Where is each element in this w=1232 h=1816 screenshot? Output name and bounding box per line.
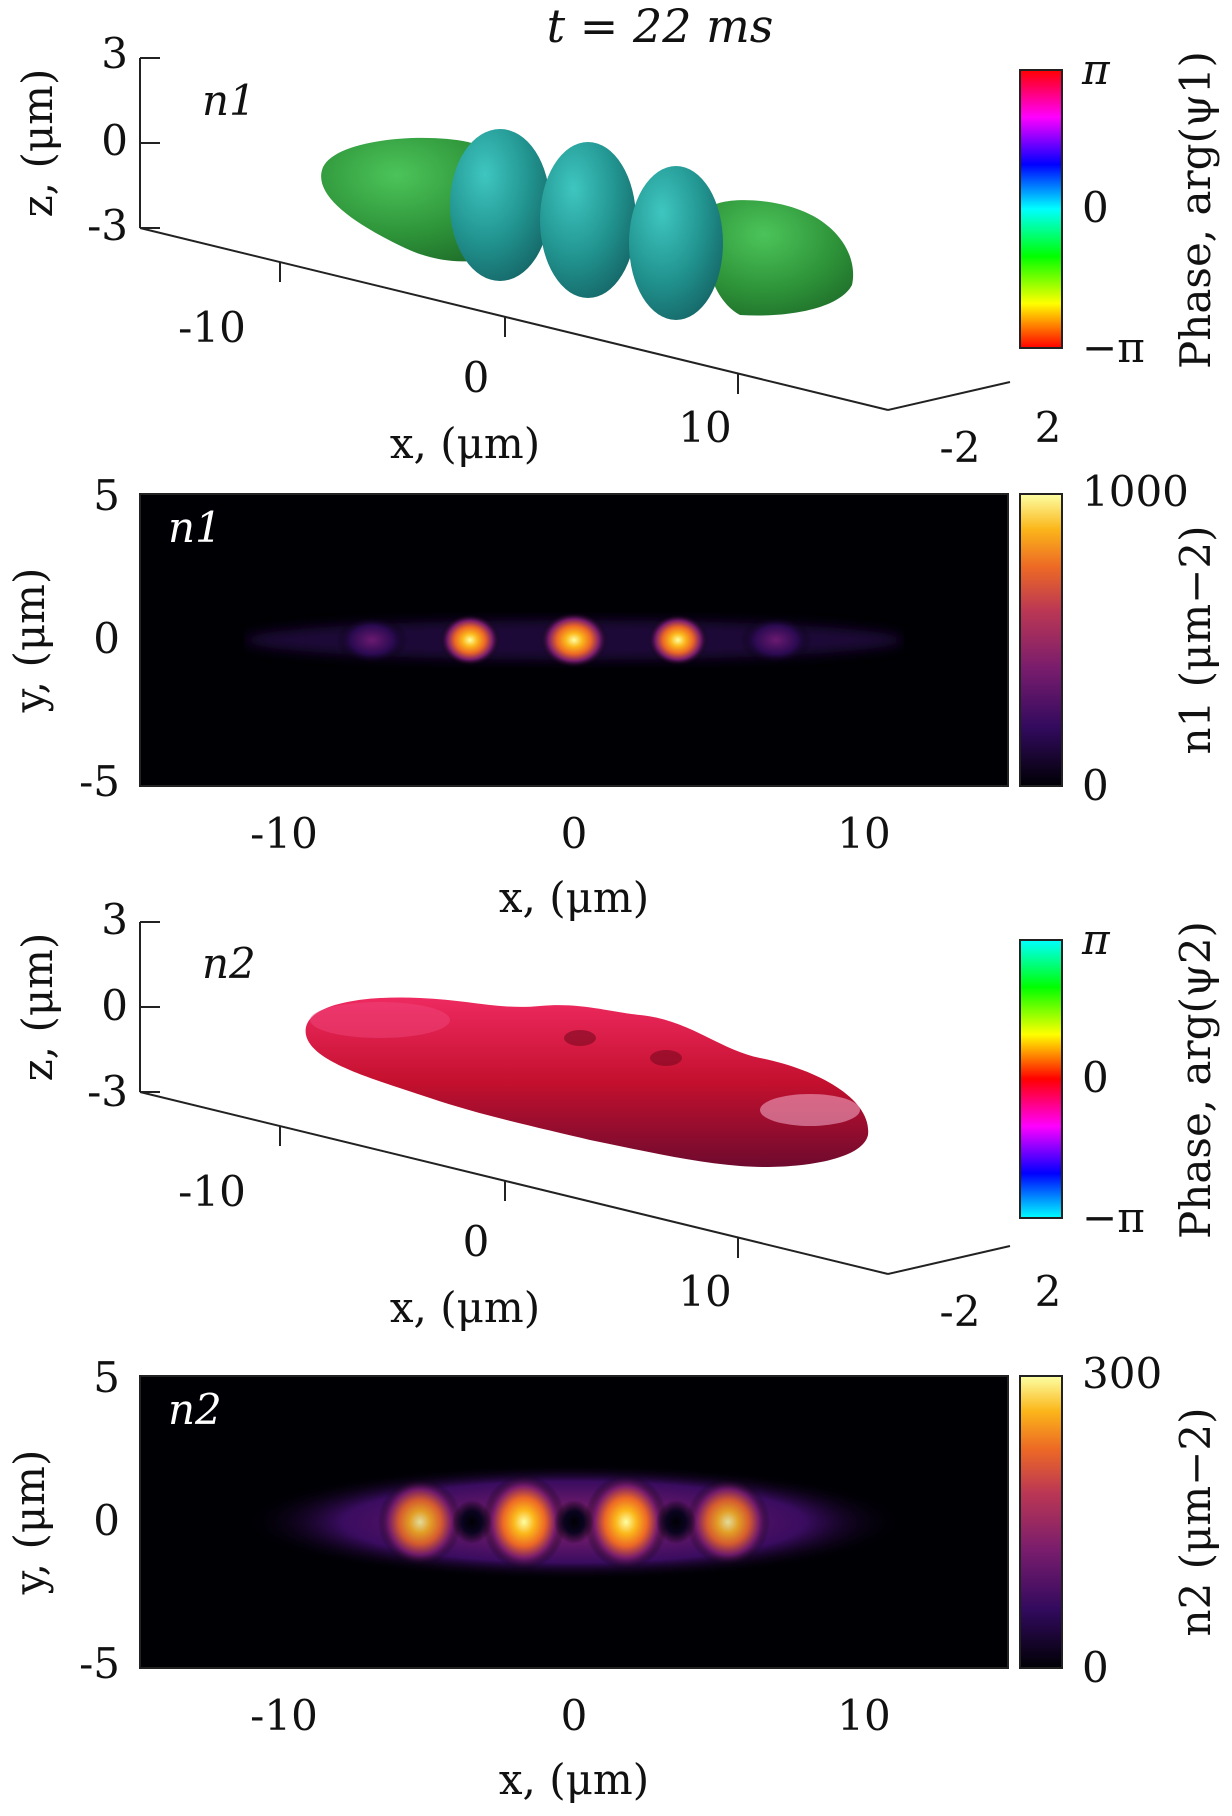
vortex-dimple <box>564 1030 596 1046</box>
y-axis-label: y, (μm) <box>5 568 54 714</box>
z-tick-label: -3 <box>87 1067 128 1116</box>
lobe-center <box>540 142 636 298</box>
colorbar-label: n2 (μm−2) <box>1171 1408 1220 1637</box>
isosurface <box>321 129 854 320</box>
density-layer <box>244 612 904 668</box>
x-axis-label: x, (μm) <box>390 419 540 468</box>
x-tick-label: 10 <box>837 1691 890 1740</box>
colorbar <box>1019 69 1063 349</box>
x-tick-label: -10 <box>178 1167 246 1216</box>
lobe-mid-right <box>629 166 723 320</box>
panel-label: n2 <box>168 1385 222 1434</box>
density-peak <box>648 614 708 666</box>
colorbar-tick: 1000 <box>1082 467 1189 516</box>
colorbar-label: Phase, arg(ψ2) <box>1171 921 1220 1239</box>
y-tick-label: 0 <box>93 1496 120 1545</box>
x-tick-label: 0 <box>463 1217 490 1266</box>
density-peak <box>686 1478 770 1566</box>
z-axis-label: z, (μm) <box>13 69 62 218</box>
y-tick-label: 2 <box>1035 403 1062 452</box>
x-tick-label: 10 <box>837 809 890 858</box>
isosurface <box>305 997 869 1167</box>
density-peak <box>336 616 408 664</box>
y-tick-label: 2 <box>1035 1267 1062 1316</box>
density-peak <box>440 614 500 666</box>
y-axis-line <box>887 1245 1011 1275</box>
x-axis-line <box>139 227 889 411</box>
colorbar <box>1019 939 1063 1219</box>
colorbar-tick: π <box>1081 45 1111 94</box>
highlight <box>310 1002 450 1038</box>
colorbar-tick: 0 <box>1082 1643 1109 1692</box>
colorbar-tick: −π <box>1082 1193 1145 1242</box>
x-axis-line <box>139 1091 889 1275</box>
z-tick-label: 3 <box>101 895 128 944</box>
density-peak <box>482 1474 566 1570</box>
colorbar-label: Phase, arg(ψ1) <box>1171 51 1220 369</box>
y-tick-label: -5 <box>79 1639 120 1688</box>
panel-label: n2 <box>202 939 256 988</box>
y-tick-label: -5 <box>79 757 120 806</box>
x-tick-label: 0 <box>463 353 490 402</box>
density-peak <box>540 612 608 668</box>
colorbar-tick: −π <box>1082 323 1145 372</box>
colorbar-tick: 0 <box>1082 1053 1109 1102</box>
z-axis-label: z, (μm) <box>13 933 62 1082</box>
lobe-mid-left <box>450 129 550 281</box>
panel-label: n1 <box>168 503 222 552</box>
x-tick-label: 10 <box>678 1267 731 1316</box>
x-axis-label: x, (μm) <box>390 1283 540 1332</box>
z-tick-label: 0 <box>101 981 128 1030</box>
y-axis-line <box>887 381 1011 411</box>
panel-3d-n2: 3 0 -3 z, (μm) -10 0 10 -2 2 x, (μm) n2 … <box>13 895 1220 1336</box>
colorbar <box>1019 1375 1063 1669</box>
x-axis-label: x, (μm) <box>499 873 649 922</box>
colorbar-tick: 0 <box>1082 183 1109 232</box>
x-tick-label: -10 <box>178 303 246 352</box>
x-tick-label: -10 <box>250 1691 318 1740</box>
y-tick-label: 0 <box>93 614 120 663</box>
density-peak <box>378 1478 462 1566</box>
panel-heatmap-n1: n1 5 0 -5 y, (μm) -10 0 10 x, (μm) 1000 … <box>5 467 1220 922</box>
panel-label: n1 <box>202 76 256 125</box>
x-axis-label: x, (μm) <box>499 1755 649 1804</box>
density-layer <box>244 1464 904 1580</box>
colorbar-tick: 0 <box>1082 761 1109 810</box>
highlight <box>760 1094 860 1126</box>
z-tick-label: 0 <box>101 116 128 165</box>
vortex-hole <box>656 1500 696 1544</box>
x-tick-label: 0 <box>561 1691 588 1740</box>
x-tick-label: 0 <box>561 809 588 858</box>
colorbar-label: n1 (μm−2) <box>1171 526 1220 755</box>
panel-3d-n1: 3 0 -3 z, (μm) -10 0 10 -2 2 x, (μm) n1 … <box>13 29 1220 472</box>
colorbar <box>1019 493 1063 787</box>
y-axis-label: y, (μm) <box>5 1450 54 1596</box>
density-peak <box>584 1474 668 1570</box>
vortex-dimple <box>650 1050 682 1066</box>
colorbar-tick: 300 <box>1082 1349 1162 1398</box>
density-peak <box>740 616 812 664</box>
z-tick-label: -3 <box>87 201 128 250</box>
figure-title: t = 22 ms <box>547 0 774 53</box>
y-tick-label: 5 <box>93 1353 120 1402</box>
x-tick-label: 10 <box>678 403 731 452</box>
y-tick-label: 5 <box>93 471 120 520</box>
z-tick-label: 3 <box>101 29 128 78</box>
vortex-hole <box>554 1500 594 1544</box>
y-tick-label: -2 <box>940 1287 981 1336</box>
x-tick-label: -10 <box>250 809 318 858</box>
body <box>305 997 869 1167</box>
vortex-hole <box>452 1500 492 1544</box>
panel-heatmap-n2: n2 5 0 -5 y, (μm) -10 0 10 x, (μm) 300 0… <box>5 1349 1220 1804</box>
colorbar-tick: π <box>1081 915 1111 964</box>
lobe-right <box>703 200 854 316</box>
y-tick-label: -2 <box>940 423 981 472</box>
